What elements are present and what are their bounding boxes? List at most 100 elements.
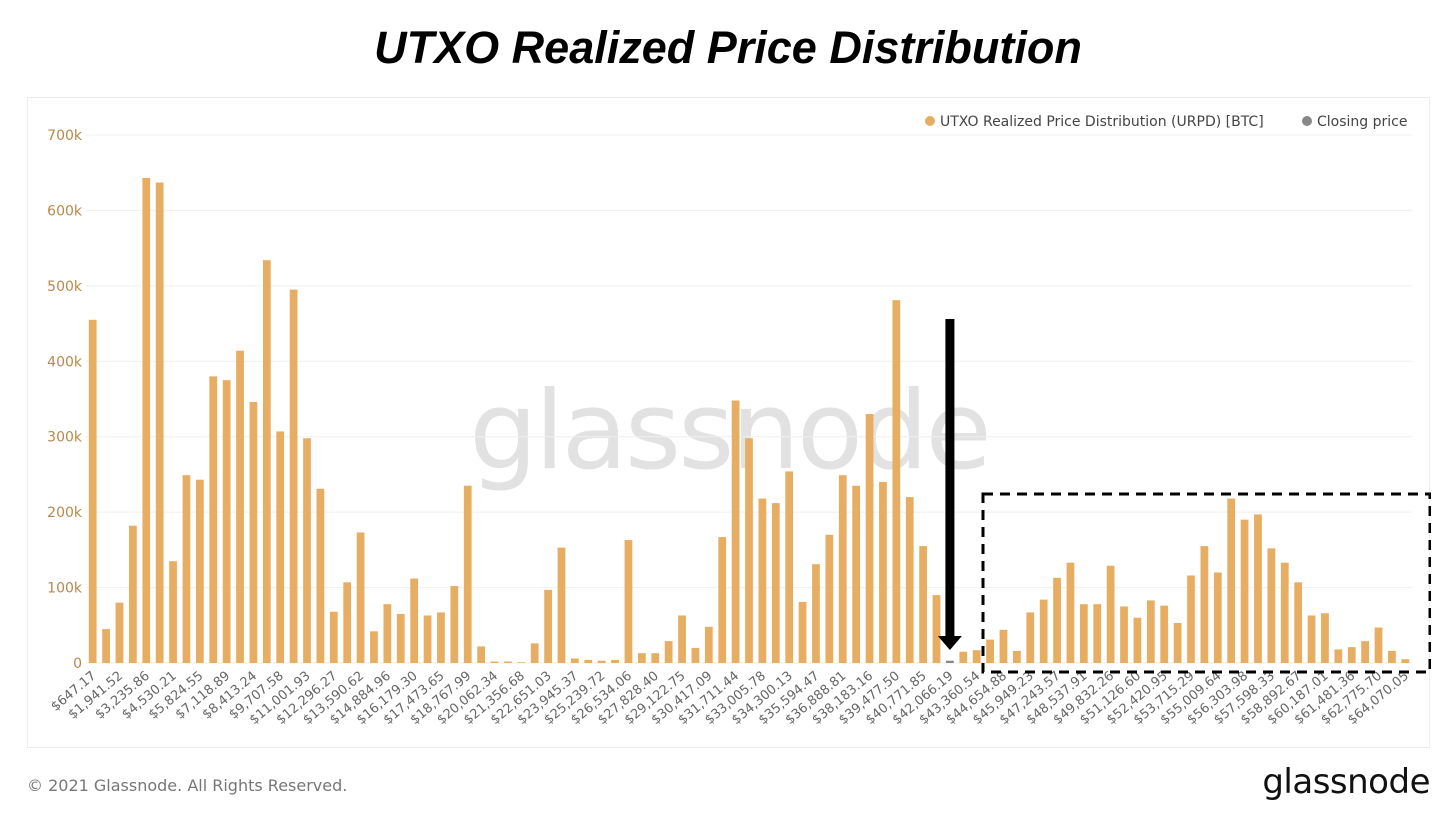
y-tick-label: 400k bbox=[47, 354, 83, 370]
urpd-bar bbox=[128, 525, 137, 663]
urpd-bar bbox=[356, 532, 365, 663]
urpd-bar bbox=[517, 662, 526, 663]
urpd-bar bbox=[477, 646, 486, 663]
urpd-bar bbox=[825, 534, 834, 663]
y-tick-label: 500k bbox=[47, 279, 83, 295]
urpd-bar bbox=[1066, 562, 1075, 663]
urpd-bar bbox=[1227, 498, 1236, 663]
urpd-bar bbox=[276, 431, 285, 663]
urpd-bar bbox=[704, 626, 713, 663]
urpd-chart: glassnode 0100k200k300k400k500k600k700k … bbox=[47, 114, 1431, 728]
urpd-bar bbox=[651, 653, 660, 663]
urpd-bar bbox=[370, 631, 378, 663]
urpd-bar bbox=[691, 647, 700, 663]
urpd-bar bbox=[262, 260, 271, 663]
urpd-bar bbox=[1039, 599, 1048, 663]
urpd-bar bbox=[1133, 617, 1142, 663]
urpd-bar bbox=[852, 485, 861, 663]
glassnode-logo: glassnode bbox=[1262, 762, 1430, 802]
chart-title: UTXO Realized Price Distribution bbox=[374, 22, 1082, 73]
urpd-bar bbox=[463, 485, 472, 663]
urpd-bar bbox=[1012, 650, 1021, 663]
urpd-bar bbox=[195, 479, 204, 663]
urpd-bar bbox=[972, 650, 981, 663]
urpd-bar bbox=[865, 414, 874, 663]
urpd-bar bbox=[182, 475, 191, 663]
urpd-bar bbox=[758, 498, 767, 663]
urpd-bar bbox=[986, 639, 994, 663]
urpd-bar bbox=[343, 582, 352, 663]
urpd-bar bbox=[664, 641, 673, 663]
urpd-bar bbox=[1026, 612, 1035, 663]
urpd-bar bbox=[1374, 627, 1383, 663]
urpd-bar bbox=[155, 182, 164, 663]
urpd-bar bbox=[557, 547, 566, 663]
urpd-bar bbox=[718, 537, 727, 663]
urpd-bar bbox=[584, 659, 593, 663]
legend-label-closing: Closing price bbox=[1317, 114, 1407, 130]
legend-marker-closing bbox=[1302, 116, 1312, 126]
urpd-bar bbox=[249, 402, 258, 663]
urpd-bar bbox=[396, 613, 405, 663]
urpd-bar bbox=[329, 611, 338, 663]
annotations bbox=[937, 319, 1431, 674]
urpd-bar bbox=[879, 481, 887, 663]
urpd-bar bbox=[892, 300, 901, 663]
urpd-bar bbox=[1307, 615, 1316, 663]
urpd-bar bbox=[1401, 659, 1410, 663]
urpd-bar bbox=[838, 475, 847, 663]
urpd-bar bbox=[1053, 577, 1061, 663]
urpd-bar bbox=[611, 659, 619, 663]
x-axis: $647.17$1,941.52$3,235.86$4,530.21$5,824… bbox=[48, 669, 1411, 728]
urpd-bar bbox=[1213, 572, 1222, 663]
legend-label-urpd: UTXO Realized Price Distribution (URPD) … bbox=[940, 114, 1264, 130]
urpd-bar bbox=[1079, 604, 1088, 663]
urpd-bar bbox=[169, 561, 177, 663]
urpd-bar bbox=[745, 438, 753, 663]
urpd-bar bbox=[678, 615, 686, 663]
urpd-bar bbox=[731, 400, 740, 663]
urpd-bar bbox=[1254, 514, 1262, 663]
urpd-bar bbox=[236, 350, 244, 663]
y-tick-label: 200k bbox=[47, 505, 83, 521]
urpd-bar bbox=[490, 661, 499, 663]
urpd-bar bbox=[209, 376, 218, 663]
urpd-bar bbox=[1388, 650, 1396, 663]
urpd-bar bbox=[1280, 562, 1289, 663]
urpd-bar bbox=[570, 658, 579, 663]
urpd-bar bbox=[504, 661, 512, 663]
legend[interactable]: UTXO Realized Price Distribution (URPD) … bbox=[925, 114, 1407, 130]
urpd-bar bbox=[1093, 604, 1102, 663]
urpd-bar bbox=[1146, 600, 1155, 663]
urpd-bar bbox=[999, 629, 1008, 663]
y-axis: 0 100k 200k 300k 400k 500k 600k 700k bbox=[47, 128, 83, 672]
urpd-bar bbox=[1187, 575, 1195, 663]
urpd-bar bbox=[1334, 649, 1343, 663]
urpd-bar bbox=[1200, 546, 1209, 663]
urpd-bar bbox=[1347, 647, 1356, 663]
y-tick-label: 700k bbox=[47, 128, 83, 144]
urpd-bar bbox=[919, 546, 928, 663]
urpd-bar bbox=[383, 604, 392, 663]
chart-panel: glassnode 0 100k 200k 300k 400k 500k 600k 700k … bbox=[27, 97, 1431, 748]
urpd-bar bbox=[1267, 548, 1276, 663]
watermark: glassnode bbox=[469, 369, 989, 494]
urpd-bar bbox=[905, 497, 914, 663]
urpd-bar bbox=[530, 643, 539, 663]
urpd-bar bbox=[1173, 623, 1182, 663]
urpd-bar bbox=[303, 438, 311, 663]
urpd-bar bbox=[88, 319, 97, 663]
urpd-bar bbox=[423, 615, 432, 663]
urpd-bar bbox=[115, 602, 124, 663]
bars bbox=[88, 177, 1410, 663]
urpd-bar bbox=[1106, 565, 1115, 663]
urpd-bar bbox=[1294, 582, 1303, 663]
closing-price-bar bbox=[946, 660, 954, 663]
urpd-bar bbox=[785, 471, 794, 663]
urpd-bar bbox=[222, 380, 231, 663]
urpd-bar bbox=[959, 651, 968, 663]
copyright-footer: © 2021 Glassnode. All Rights Reserved. bbox=[27, 776, 348, 795]
arrow-shaft bbox=[945, 319, 955, 639]
urpd-bar bbox=[1361, 641, 1370, 663]
y-tick-label: 100k bbox=[47, 581, 83, 597]
